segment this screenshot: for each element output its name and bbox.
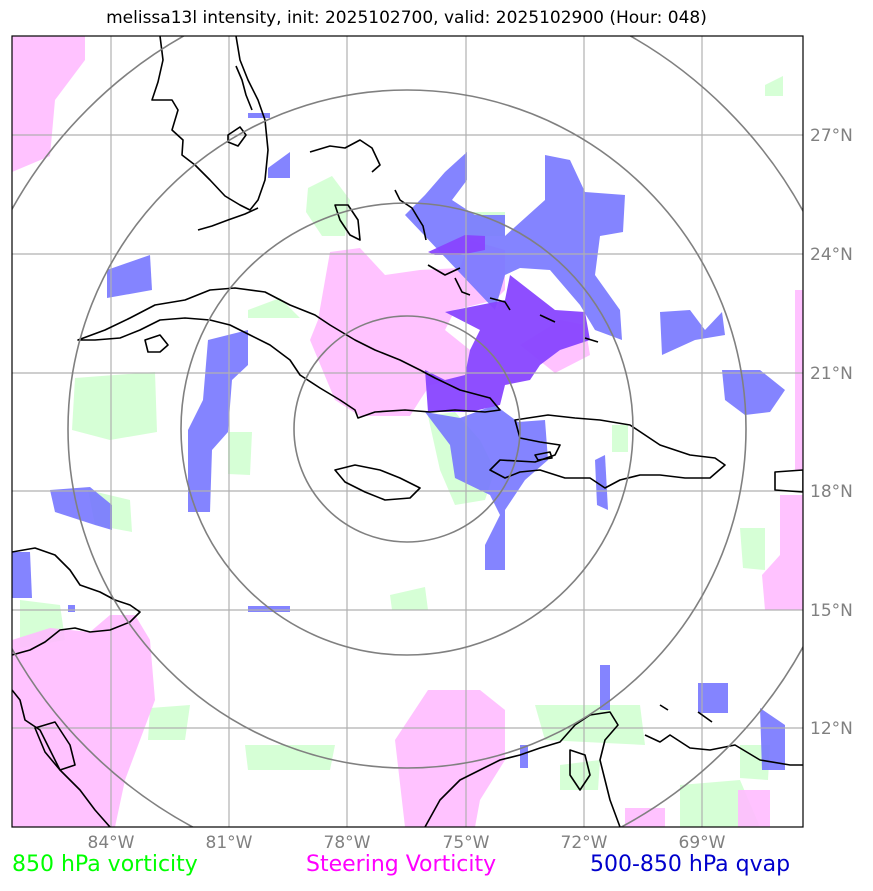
- central-america-coast: [12, 689, 111, 827]
- lon-tick-labels: 84°W 81°W 78°W 75°W 72°W 69°W: [88, 833, 726, 853]
- steering-field: [795, 290, 803, 470]
- qvap-field: [698, 683, 728, 713]
- legend-steering-vorticity: Steering Vorticity: [306, 852, 497, 877]
- vorticity-field: [740, 528, 765, 570]
- bahamas-islands: [539, 314, 556, 323]
- qvap-field: [248, 606, 290, 612]
- vorticity-field: [306, 176, 350, 236]
- overlap-field: [428, 235, 485, 255]
- qvap-field: [600, 665, 610, 710]
- vorticity-field: [72, 372, 157, 440]
- qvap-field: [405, 152, 625, 340]
- steering-field: [12, 36, 85, 172]
- bahamas-islands: [334, 204, 361, 241]
- qvap-field: [760, 708, 785, 770]
- qvap-fields: [12, 113, 785, 770]
- qvap-field: [660, 310, 725, 355]
- vorticity-field: [245, 745, 335, 770]
- distance-rings: [12, 36, 803, 827]
- lat-tick-labels: 27°N 24°N 21°N 18°N 15°N 12°N: [810, 126, 853, 739]
- vorticity-field: [148, 705, 190, 740]
- central-america-lake: [34, 721, 76, 771]
- bahamas-islands: [427, 264, 461, 276]
- qvap-field: [425, 405, 548, 570]
- lon-tick: 72°W: [561, 833, 608, 853]
- qvap-field: [68, 605, 75, 612]
- steering-vorticity-fields: [12, 36, 803, 827]
- bahamas-islands: [309, 139, 381, 173]
- coastlines: [12, 36, 803, 827]
- steering-field: [12, 615, 155, 827]
- vorticity-field: [228, 432, 252, 475]
- ring-3: [67, 89, 747, 769]
- qvap-field: [595, 455, 608, 510]
- lon-tick: 69°W: [679, 833, 726, 853]
- florida-coast: [151, 36, 269, 211]
- lat-tick: 12°N: [810, 719, 853, 739]
- lon-tick: 75°W: [443, 833, 490, 853]
- aruba-curacao: [659, 704, 669, 711]
- lon-tick: 78°W: [324, 833, 371, 853]
- lat-tick: 15°N: [810, 601, 853, 621]
- qvap-field: [268, 152, 290, 178]
- qvap-field: [722, 370, 785, 415]
- bahamas-islands: [394, 189, 427, 241]
- lat-tick: 27°N: [810, 126, 853, 146]
- vorticity-field: [560, 760, 600, 790]
- vorticity-field: [612, 425, 628, 452]
- ring-2: [180, 202, 634, 656]
- steering-field: [762, 495, 803, 610]
- legend-qvap: 500-850 hPa qvap: [590, 852, 791, 877]
- map-title: melissa13l intensity, init: 2025102700, …: [106, 8, 707, 28]
- legend-850-vorticity: 850 hPa vorticity: [12, 852, 198, 877]
- central-america-coast: [12, 547, 141, 656]
- lat-tick: 24°N: [810, 245, 853, 265]
- florida-east-inlet: [235, 65, 253, 111]
- lat-tick: 18°N: [810, 482, 853, 502]
- vorticity-field: [390, 587, 428, 610]
- qvap-field: [188, 330, 248, 512]
- aruba-curacao: [697, 711, 713, 723]
- bahamas-islands: [489, 297, 511, 311]
- steering-field: [310, 240, 505, 416]
- steering-field: [738, 790, 770, 827]
- map-layers: [12, 36, 803, 827]
- qvap-field: [12, 552, 32, 598]
- south-america-coast: [424, 711, 621, 827]
- isla-juventud: [144, 334, 169, 353]
- cuba-coast: [77, 287, 501, 419]
- lon-tick: 81°W: [206, 833, 253, 853]
- qvap-field: [248, 113, 270, 118]
- puerto-rico-coast: [774, 469, 803, 493]
- graticule: [12, 36, 803, 827]
- bahamas-islands: [584, 337, 599, 343]
- florida-keys: [197, 207, 259, 231]
- qvap-field: [107, 255, 152, 298]
- vorticity-field: [248, 298, 300, 318]
- lon-tick: 84°W: [88, 833, 135, 853]
- vorticity-field: [535, 705, 645, 745]
- jamaica-coast: [334, 464, 421, 501]
- south-america-coast: [644, 734, 803, 766]
- lat-tick: 21°N: [810, 364, 853, 384]
- qvap-field: [520, 745, 528, 768]
- map-frame: [11, 35, 804, 828]
- bahamas-islands: [454, 277, 471, 296]
- lake-maracaibo: [569, 749, 591, 791]
- steering-field: [625, 808, 665, 827]
- ring-inner: [293, 315, 521, 543]
- vorticity-field: [765, 76, 783, 96]
- steering-field: [395, 690, 505, 827]
- qvap-field: [50, 487, 112, 530]
- gonave-island: [534, 451, 553, 461]
